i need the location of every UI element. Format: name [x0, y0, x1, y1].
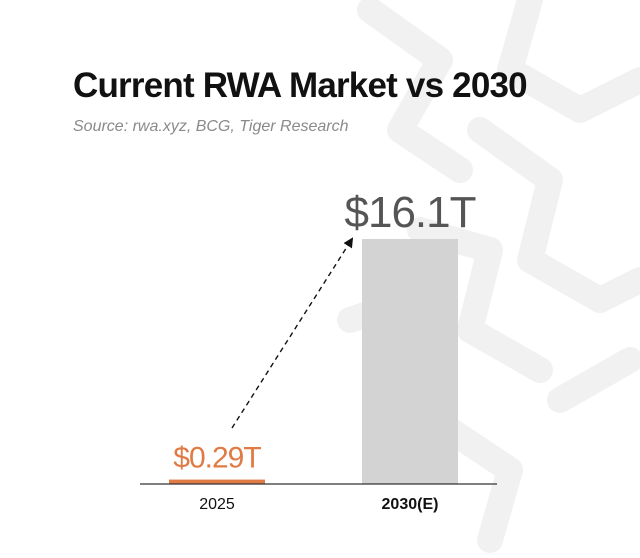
data-label: $0.29T: [173, 442, 261, 475]
bar-2025: [169, 479, 265, 484]
x-tick-label: 2025: [199, 496, 235, 513]
data-label: $16.1T: [345, 188, 476, 237]
x-tick-label: 2030(E): [382, 496, 439, 513]
source-caption: Source: rwa.xyz, BCG, Tiger Research: [73, 118, 349, 135]
growth-arrow: [231, 237, 354, 429]
bar-2030-e: [362, 239, 458, 484]
page-title: Current RWA Market vs 2030: [73, 66, 528, 105]
